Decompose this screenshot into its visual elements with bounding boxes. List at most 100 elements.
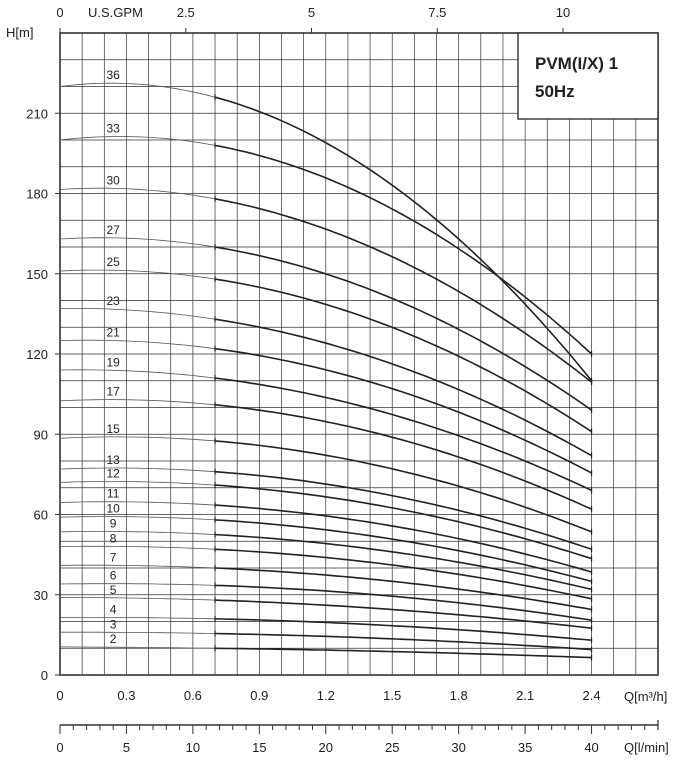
curve-label-23: 23 [106,294,120,308]
curve-36-stages [214,96,593,382]
curve-label-3: 3 [110,617,117,631]
y-tick-label: 180 [26,187,48,202]
x3-tick-label: 30 [451,740,465,755]
x2-tick-label: 2.5 [177,5,195,20]
curve-9-stages-low-flow [59,531,216,535]
curve-30-stages-low-flow [59,187,216,200]
y-tick-label: 0 [41,668,48,683]
y-axis-title: H[m] [6,25,33,40]
x-tick-label: 0 [56,688,63,703]
curve-3-stages-low-flow [60,631,216,634]
curve-19-stages-low-flow [59,369,216,379]
curve-2-stages [214,647,592,659]
curve-11-stages-low-flow [59,501,216,506]
x-tick-label: 1.2 [317,688,335,703]
curve-10-stages [214,519,592,583]
pump-curves [59,82,593,661]
curve-label-27: 27 [106,223,120,237]
curve-15-stages-low-flow [59,436,216,442]
x-tick-label: 1.5 [383,688,401,703]
x2-tick-label: 7.5 [428,5,446,20]
y-tick-label: 90 [34,427,48,442]
x2-tick-label: 10 [556,5,570,20]
curve-label-17: 17 [106,385,120,399]
curve-label-10: 10 [106,502,120,516]
curve-6-stages-low-flow [59,583,216,586]
curve-label-30: 30 [106,173,120,187]
curve-33-stages-low-flow [59,136,216,146]
x-tick-label: 0.6 [184,688,202,703]
y-tick-label: 60 [34,508,48,523]
curve-10-stages-low-flow [59,516,216,521]
curve-label-2: 2 [110,632,117,646]
curve-7-stages [214,567,592,611]
curve-label-11: 11 [107,487,120,501]
curve-25-stages-low-flow [59,269,216,280]
curve-label-9: 9 [110,516,117,530]
curve-36-stages-low-flow [59,82,216,98]
x2-axis-title: U.S.GPM [88,5,143,20]
x3-tick-label: 20 [319,740,333,755]
x3-tick-label: 25 [385,740,399,755]
curve-33-stages [214,144,593,355]
curve-23-stages [214,318,592,457]
x-tick-label: 2.4 [583,688,601,703]
curve-21-stages-low-flow [59,339,216,350]
curve-label-13: 13 [106,453,120,467]
curve-label-7: 7 [110,550,117,564]
x3-tick-label: 10 [186,740,200,755]
curve-12-stages-low-flow [59,481,216,486]
curve-12-stages [214,484,592,560]
curve-5-stages-low-flow [60,597,216,601]
curve-label-5: 5 [110,583,117,597]
x3-tick-label: 15 [252,740,266,755]
x-axis-title: Q[m³/h] [624,689,667,704]
x3-tick-label: 5 [123,740,130,755]
curve-23-stages-low-flow [59,308,216,320]
curve-label-19: 19 [106,355,120,369]
curve-25-stages [214,278,593,433]
curve-6-stages [214,584,592,621]
curve-2-stages-low-flow [60,646,216,649]
curve-4-stages-low-flow [60,617,216,620]
curve-21-stages [214,347,592,474]
x3-tick-label: 40 [584,740,598,755]
curve-30-stages [214,198,593,383]
curve-5-stages [214,599,592,629]
curve-3-stages [214,632,592,651]
x-tick-label: 1.8 [450,688,468,703]
curve-15-stages [214,440,592,533]
curve-13-stages [214,470,592,551]
curve-8-stages [214,548,592,600]
y-tick-label: 150 [26,267,48,282]
curve-label-25: 25 [106,255,120,269]
y-tick-label: 210 [26,106,48,121]
curve-19-stages [214,377,592,492]
curve-7-stages-low-flow [60,564,216,569]
x3-tick-label: 35 [518,740,532,755]
curve-label-4: 4 [110,602,117,616]
x-tick-label: 0.3 [117,688,135,703]
y-tick-label: 30 [34,588,48,603]
x2-tick-label: 5 [308,5,315,20]
curve-label-33: 33 [106,122,120,136]
curve-11-stages [214,504,592,573]
curve-17-stages [214,404,592,510]
x3-tick-label: 0 [56,740,63,755]
curve-label-12: 12 [106,467,120,481]
curve-label-36: 36 [106,68,120,82]
title-box [517,32,659,120]
curve-17-stages-low-flow [59,399,216,406]
x-tick-label: 2.1 [516,688,534,703]
curve-9-stages [214,533,592,591]
curve-27-stages-low-flow [59,237,216,248]
curve-label-15: 15 [106,422,120,436]
curve-label-6: 6 [110,569,117,583]
curve-4-stages [214,618,592,641]
curve-27-stages [214,246,593,411]
x3-axis-title: Q[l/min] [624,740,669,755]
chart-title-frequency: 50Hz [535,82,575,101]
